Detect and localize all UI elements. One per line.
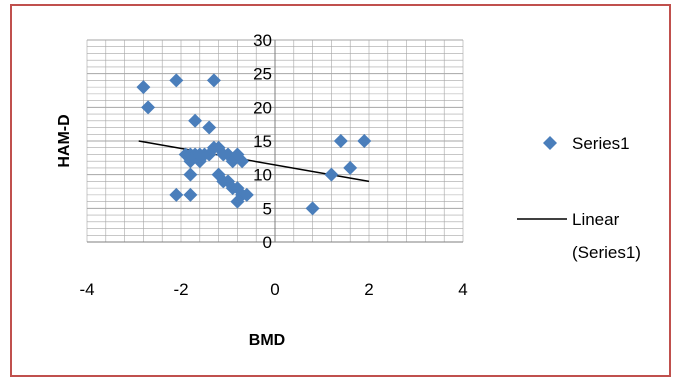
y-tick-label: 30 xyxy=(253,31,272,50)
data-point xyxy=(357,134,372,148)
data-point xyxy=(169,187,184,202)
data-point xyxy=(235,154,250,169)
legend-series-marker xyxy=(543,136,557,150)
y-tick-label: 10 xyxy=(253,166,272,185)
y-axis-title: HAM-D xyxy=(56,114,73,167)
data-point xyxy=(183,154,198,169)
data-point xyxy=(188,113,203,128)
data-point xyxy=(192,147,207,162)
x-tick-label: 4 xyxy=(458,280,467,299)
data-point xyxy=(239,187,254,202)
y-tick-label: 20 xyxy=(253,98,272,117)
tick-labels: 0 5 10 15 20 25 30 -4 -2 0 2 4 xyxy=(79,31,467,299)
data-point xyxy=(141,100,156,115)
data-point xyxy=(343,160,358,175)
x-tick-label: -2 xyxy=(173,280,188,299)
data-point xyxy=(169,73,184,88)
x-tick-label: 2 xyxy=(364,280,373,299)
data-point xyxy=(183,187,198,202)
x-tick-label: 0 xyxy=(270,280,279,299)
axes xyxy=(87,40,463,243)
data-point xyxy=(206,73,221,88)
x-axis-title: BMD xyxy=(249,332,285,349)
y-tick-label: 0 xyxy=(263,233,272,252)
y-tick-label: 25 xyxy=(253,65,272,84)
x-tick-label: -4 xyxy=(79,280,94,299)
y-tick-label: 5 xyxy=(263,199,272,218)
data-point xyxy=(202,120,217,135)
legend-series-label: Series1 xyxy=(572,134,630,153)
legend-trend-label-line2: (Series1) xyxy=(572,243,641,262)
legend: Series1 Linear (Series1) xyxy=(517,134,641,262)
data-point xyxy=(183,167,198,182)
data-point xyxy=(136,80,151,95)
legend-trend-label-line1: Linear xyxy=(572,210,620,229)
chart-frame: 0 5 10 15 20 25 30 -4 -2 0 2 4 BMD HAM-D Series1 Li… xyxy=(10,4,671,377)
data-points xyxy=(136,73,372,216)
y-tick-label: 15 xyxy=(253,132,272,151)
data-point xyxy=(305,201,320,216)
data-point xyxy=(230,194,245,209)
data-point xyxy=(324,167,339,182)
data-point xyxy=(333,134,348,148)
scatter-chart: 0 5 10 15 20 25 30 -4 -2 0 2 4 BMD HAM-D Series1 Li… xyxy=(56,31,641,349)
